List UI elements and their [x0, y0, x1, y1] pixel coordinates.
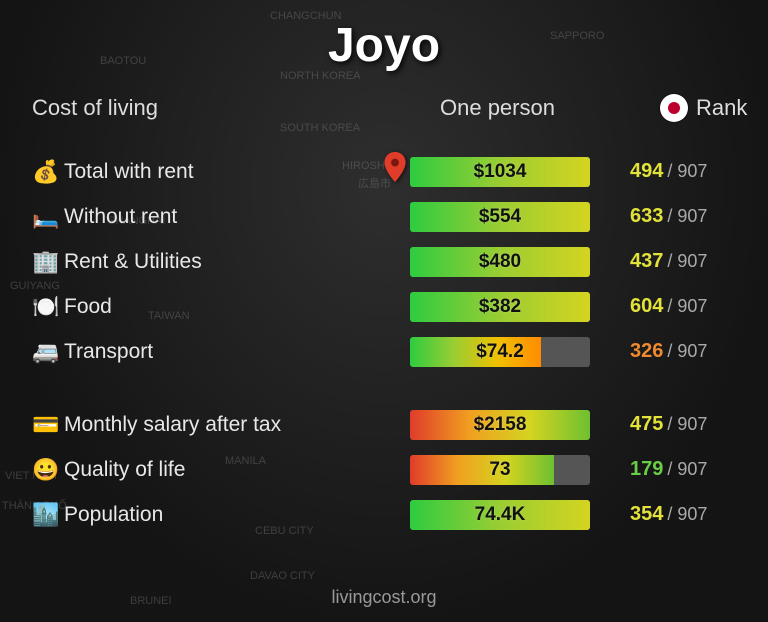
- rank-number: 494: [630, 160, 663, 183]
- metric-bar: $480: [410, 247, 590, 277]
- metric-value: 73: [410, 455, 590, 485]
- data-rows-container: 💰Total with rent$1034494/ 907🛏️Without r…: [32, 150, 736, 538]
- metric-rank: 179/ 907: [630, 458, 707, 481]
- metric-icon: 😀: [32, 457, 60, 483]
- rank-number: 604: [630, 295, 663, 318]
- rank-total: / 907: [667, 206, 707, 227]
- footer-source: livingcost.org: [331, 587, 436, 608]
- metric-value: $382: [410, 292, 590, 322]
- metric-label: Quality of life: [64, 458, 185, 482]
- rank-number: 437: [630, 250, 663, 273]
- metric-bar: $1034: [410, 157, 590, 187]
- metric-row: 🛏️Without rent $554 633/ 907: [32, 195, 736, 238]
- rank-number: 475: [630, 413, 663, 436]
- rank-number: 633: [630, 205, 663, 228]
- rank-number: 354: [630, 503, 663, 526]
- rank-total: / 907: [667, 414, 707, 435]
- map-label: DAVAO CITY: [250, 570, 315, 582]
- metric-bar: $2158: [410, 410, 590, 440]
- metric-row: 🏙️Population 74.4K 354/ 907: [32, 493, 736, 536]
- header-cost-of-living: Cost of living: [32, 95, 158, 121]
- metric-rank: 326/ 907: [630, 340, 707, 363]
- map-label: BRUNEI: [130, 595, 172, 607]
- rank-total: / 907: [667, 459, 707, 480]
- page-title: Joyo: [328, 18, 440, 73]
- map-label: BAOTOU: [100, 55, 146, 67]
- metric-icon: 🏢: [32, 249, 60, 275]
- metric-icon: 💳: [32, 412, 60, 438]
- rank-total: / 907: [667, 341, 707, 362]
- header-rank-label: Rank: [696, 95, 747, 121]
- metric-value: 74.4K: [410, 500, 590, 530]
- metric-value: $2158: [410, 410, 590, 440]
- rank-number: 326: [630, 340, 663, 363]
- metric-icon: 🚐: [32, 339, 60, 365]
- japan-flag-icon: [660, 94, 688, 122]
- metric-label: Rent & Utilities: [64, 250, 202, 274]
- header-one-person: One person: [440, 95, 555, 121]
- metric-rank: 633/ 907: [630, 205, 707, 228]
- metric-bar: $74.2: [410, 337, 590, 367]
- rank-total: / 907: [667, 296, 707, 317]
- metric-rank: 604/ 907: [630, 295, 707, 318]
- metric-label: Total with rent: [64, 160, 194, 184]
- metric-bar: $554: [410, 202, 590, 232]
- metric-bar: $382: [410, 292, 590, 322]
- metric-icon: 🍽️: [32, 294, 60, 320]
- rank-total: / 907: [667, 251, 707, 272]
- metric-row: 💰Total with rent $1034 494/ 907: [32, 150, 736, 193]
- metric-icon: 🛏️: [32, 204, 60, 230]
- metric-label: Population: [64, 503, 163, 527]
- metric-row: 🏢Rent & Utilities $480 437/ 907: [32, 240, 736, 283]
- metric-label: Monthly salary after tax: [64, 413, 281, 437]
- metric-value: $480: [410, 247, 590, 277]
- metric-bar: 74.4K: [410, 500, 590, 530]
- metric-row: 🚐Transport $74.2 326/ 907: [32, 330, 736, 373]
- map-label: SAPPORO: [550, 30, 604, 42]
- rank-number: 179: [630, 458, 663, 481]
- metric-rank: 475/ 907: [630, 413, 707, 436]
- metric-icon: 🏙️: [32, 502, 60, 528]
- metric-label: Without rent: [64, 205, 177, 229]
- metric-rank: 437/ 907: [630, 250, 707, 273]
- map-label: SOUTH KOREA: [280, 122, 360, 134]
- rank-total: / 907: [667, 504, 707, 525]
- metric-row: 😀Quality of life 73 179/ 907: [32, 448, 736, 491]
- metric-icon: 💰: [32, 159, 60, 185]
- rank-total: / 907: [667, 161, 707, 182]
- metric-label: Transport: [64, 340, 153, 364]
- metric-row: 💳Monthly salary after tax $2158 475/ 907: [32, 403, 736, 446]
- metric-bar: 73: [410, 455, 590, 485]
- metric-value: $1034: [410, 157, 590, 187]
- metric-label: Food: [64, 295, 112, 319]
- metric-rank: 354/ 907: [630, 503, 707, 526]
- metric-row: 🍽️Food $382 604/ 907: [32, 285, 736, 328]
- metric-value: $554: [410, 202, 590, 232]
- header-rank: Rank: [660, 94, 747, 122]
- metric-rank: 494/ 907: [630, 160, 707, 183]
- metric-value: $74.2: [410, 337, 590, 367]
